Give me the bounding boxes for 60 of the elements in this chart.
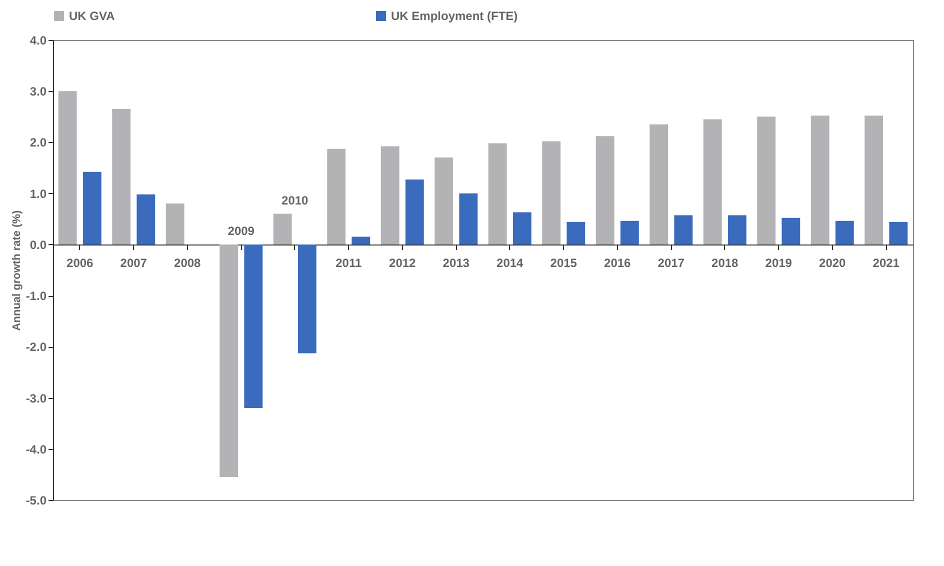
bar <box>757 116 776 244</box>
x-tick-label: 2007 <box>120 256 148 270</box>
bar <box>82 172 102 244</box>
bar <box>58 91 77 244</box>
y-axis-title: Annual growth rate (%) <box>10 210 23 331</box>
bar <box>512 212 532 244</box>
x-tick-label: 2012 <box>389 256 416 270</box>
x-tick-label: 2018 <box>712 256 739 270</box>
bar <box>459 193 478 244</box>
y-tick-label: -4.0 <box>26 442 47 456</box>
y-tick-label: -1.0 <box>26 289 47 304</box>
bar <box>434 158 454 244</box>
bar <box>728 215 746 244</box>
bar <box>674 215 693 244</box>
bar <box>810 116 830 244</box>
bar <box>220 244 238 477</box>
bar <box>166 204 184 244</box>
bar <box>889 222 908 244</box>
x-tick-label: 2019 <box>765 256 792 270</box>
bar <box>136 194 156 244</box>
bar <box>596 136 614 244</box>
y-tick-label: 3.0 <box>30 84 47 99</box>
bar <box>327 148 346 244</box>
bar <box>835 220 854 244</box>
legend-label: UK GVA <box>69 9 116 23</box>
bar <box>298 244 316 354</box>
x-tick-label: 2016 <box>604 256 632 270</box>
bar <box>542 141 561 244</box>
bar <box>864 116 884 244</box>
x-tick-label: 2014 <box>496 256 524 270</box>
bar <box>703 119 722 244</box>
y-tick-label: 0.0 <box>30 238 47 252</box>
y-tick-label: -5.0 <box>26 494 47 508</box>
bar <box>112 109 131 244</box>
y-tick-label: 4.0 <box>30 34 47 48</box>
x-tick-label: 2009 <box>228 224 255 238</box>
x-tick-label: 2011 <box>336 256 362 270</box>
bar <box>273 214 292 244</box>
y-tick-label: -2.0 <box>26 340 47 354</box>
x-tick-label: 2015 <box>550 256 578 270</box>
bar <box>620 220 639 244</box>
x-tick-label: 2006 <box>66 256 94 270</box>
bar <box>380 146 400 244</box>
bar <box>488 143 507 244</box>
y-tick-label: -3.0 <box>26 391 47 406</box>
y-tick-label: 2.0 <box>30 136 47 150</box>
bar <box>782 218 800 244</box>
x-tick-label: 2017 <box>658 256 685 270</box>
x-tick-label: 2010 <box>282 193 309 208</box>
x-tick-label: 2020 <box>819 256 846 270</box>
x-tick-label: 2013 <box>442 256 470 270</box>
bar <box>244 244 263 408</box>
y-tick-label: 1.0 <box>30 186 47 201</box>
x-tick-label: 2008 <box>174 256 202 270</box>
legend-label: UK Employment (FTE) <box>391 9 518 23</box>
bar <box>566 222 586 244</box>
bar <box>405 180 424 244</box>
x-tick-label: 2021 <box>872 256 900 270</box>
bar <box>650 124 668 244</box>
bar <box>352 236 370 244</box>
